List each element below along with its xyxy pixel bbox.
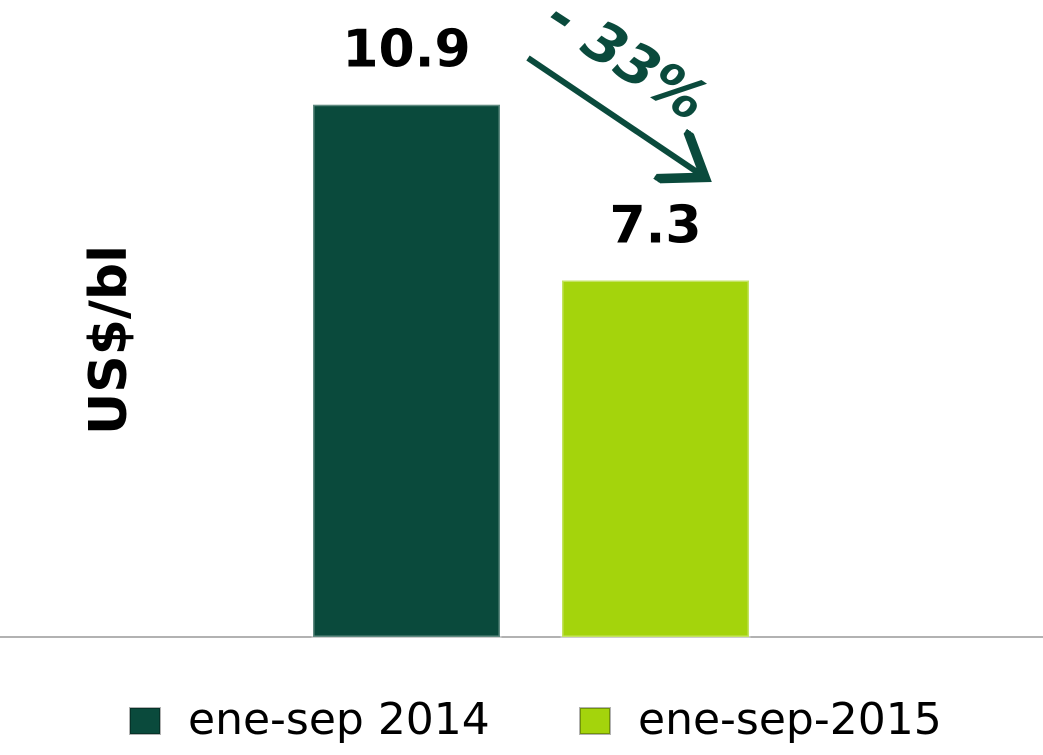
value-label: 7.3 [609, 196, 701, 256]
bar [560, 279, 751, 639]
legend-swatch [579, 707, 611, 735]
legend-swatch [129, 707, 161, 735]
bar [311, 103, 502, 639]
y-axis-label: US$/bl [79, 245, 139, 435]
legend-label: ene-sep 2014 [188, 694, 490, 745]
change-arrow [526, 55, 700, 174]
change-annotation: - 33% [535, 0, 719, 135]
legend-label: ene-sep-2015 [638, 694, 942, 745]
value-label: 10.9 [342, 20, 470, 80]
